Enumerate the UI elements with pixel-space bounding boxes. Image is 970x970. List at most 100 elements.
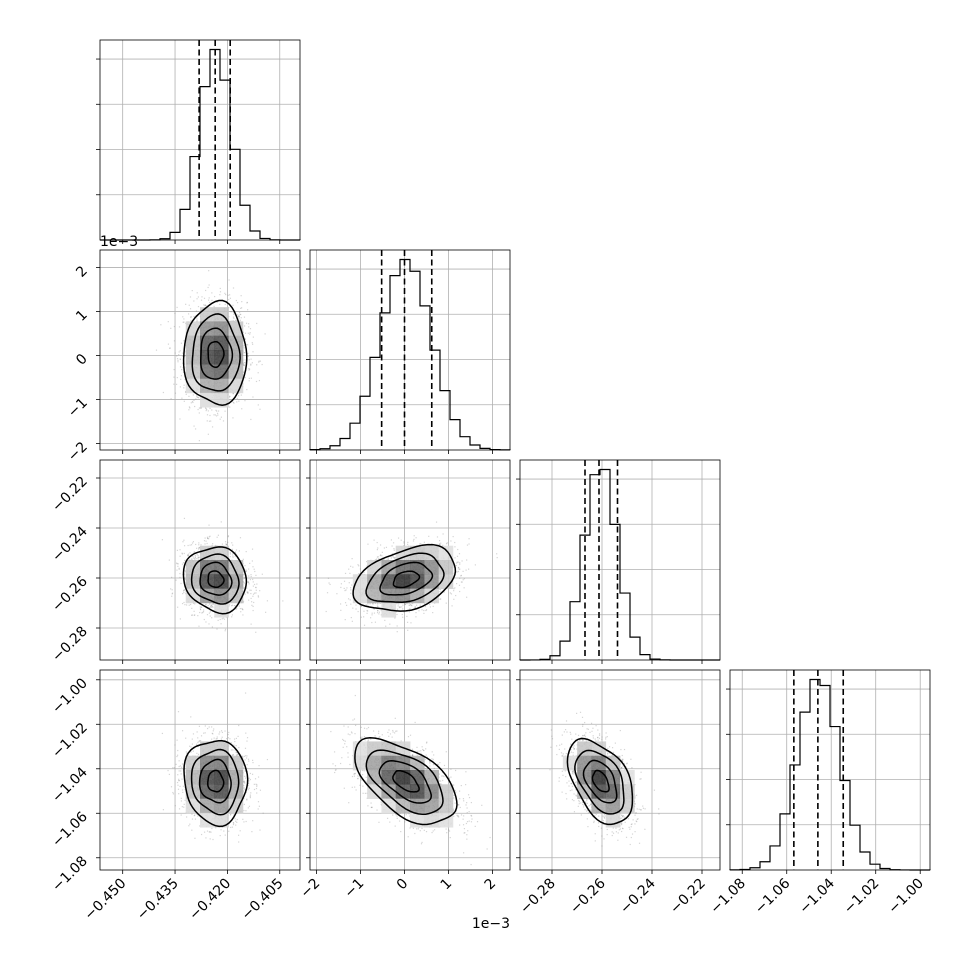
sample-point bbox=[399, 606, 401, 608]
sample-point bbox=[176, 306, 178, 309]
sample-point bbox=[406, 543, 409, 545]
sample-point bbox=[186, 604, 188, 606]
sample-point bbox=[255, 380, 258, 383]
sample-point bbox=[249, 589, 251, 591]
sample-point bbox=[408, 604, 410, 606]
sample-point bbox=[224, 628, 227, 630]
sample-point bbox=[178, 351, 180, 353]
sample-point bbox=[192, 394, 194, 396]
sample-point bbox=[244, 338, 246, 340]
sample-point bbox=[191, 614, 193, 616]
sample-point bbox=[248, 359, 250, 361]
sample-point bbox=[214, 295, 216, 298]
density-cell bbox=[214, 350, 229, 365]
sample-point bbox=[199, 606, 201, 608]
sample-point bbox=[383, 547, 386, 549]
sample-point bbox=[233, 402, 235, 404]
sample-point bbox=[224, 541, 227, 543]
sample-point bbox=[406, 615, 408, 617]
sample-point bbox=[250, 589, 252, 591]
sample-point bbox=[252, 581, 254, 583]
sample-point bbox=[174, 312, 176, 315]
sample-point bbox=[261, 363, 263, 366]
sample-point bbox=[219, 294, 221, 296]
sample-point bbox=[183, 340, 185, 342]
sample-point bbox=[336, 593, 338, 595]
sample-point bbox=[247, 332, 249, 334]
sample-point bbox=[204, 304, 207, 306]
sample-point bbox=[366, 612, 368, 614]
y-tick-label: −0.28 bbox=[49, 624, 91, 666]
sample-point bbox=[438, 540, 441, 542]
sample-point bbox=[252, 566, 254, 568]
sample-point bbox=[210, 604, 212, 606]
sample-point bbox=[245, 570, 247, 572]
sample-point bbox=[232, 287, 235, 289]
sample-point bbox=[196, 554, 198, 556]
sample-point bbox=[234, 605, 236, 607]
sample-point bbox=[214, 544, 217, 547]
contour-0 bbox=[207, 340, 225, 369]
sample-point bbox=[248, 368, 251, 370]
sample-point bbox=[220, 623, 222, 625]
sample-point bbox=[206, 614, 209, 616]
sample-point bbox=[432, 612, 434, 614]
y-tick-label: −0.22 bbox=[49, 474, 91, 516]
sample-point bbox=[366, 610, 369, 612]
sample-point bbox=[231, 605, 233, 607]
sample-point bbox=[174, 392, 177, 394]
density-cell bbox=[214, 335, 229, 351]
y-tick-label: −1 bbox=[65, 395, 91, 421]
sample-point bbox=[239, 537, 242, 539]
sample-point bbox=[242, 558, 244, 560]
sample-point bbox=[233, 313, 235, 315]
sample-point bbox=[240, 394, 242, 396]
sample-point bbox=[359, 568, 361, 570]
sample-point bbox=[435, 521, 438, 523]
sample-point bbox=[248, 575, 250, 577]
sample-point bbox=[231, 548, 234, 550]
sample-point bbox=[183, 387, 185, 389]
sample-point bbox=[219, 291, 222, 293]
sample-point bbox=[199, 608, 202, 611]
sample-point bbox=[460, 581, 463, 583]
sample-point bbox=[421, 609, 423, 611]
sample-point bbox=[445, 543, 448, 545]
sample-point bbox=[200, 606, 202, 608]
sample-point bbox=[223, 618, 226, 620]
sample-point bbox=[420, 543, 422, 545]
sample-point bbox=[198, 542, 200, 544]
sample-point bbox=[203, 540, 206, 542]
sample-point bbox=[343, 587, 345, 590]
sample-point bbox=[229, 553, 231, 555]
sample-point bbox=[184, 578, 187, 580]
sample-point bbox=[411, 605, 413, 607]
sample-point bbox=[410, 604, 412, 606]
sample-point bbox=[243, 325, 246, 327]
sample-point bbox=[340, 586, 342, 589]
sample-point bbox=[440, 598, 442, 600]
sample-point bbox=[252, 396, 254, 398]
sample-point bbox=[340, 583, 342, 585]
sample-point bbox=[198, 625, 200, 627]
sample-point bbox=[235, 299, 237, 302]
sample-point bbox=[180, 378, 182, 380]
sample-point bbox=[198, 547, 200, 549]
y-tick-label: 2 bbox=[73, 263, 91, 281]
sample-point bbox=[232, 304, 234, 306]
sample-point bbox=[209, 615, 211, 617]
sample-point bbox=[496, 553, 498, 555]
sample-point bbox=[367, 543, 369, 545]
sample-point bbox=[206, 408, 208, 410]
sample-point bbox=[377, 610, 379, 612]
sample-point bbox=[240, 307, 243, 309]
sample-point bbox=[189, 407, 191, 409]
sample-point bbox=[232, 556, 234, 558]
sample-point bbox=[179, 549, 181, 551]
sample-point bbox=[466, 544, 469, 546]
sample-point bbox=[401, 606, 403, 608]
sample-point bbox=[379, 602, 381, 604]
sample-point bbox=[197, 305, 200, 308]
sample-point bbox=[176, 549, 179, 551]
sample-point bbox=[189, 552, 191, 554]
